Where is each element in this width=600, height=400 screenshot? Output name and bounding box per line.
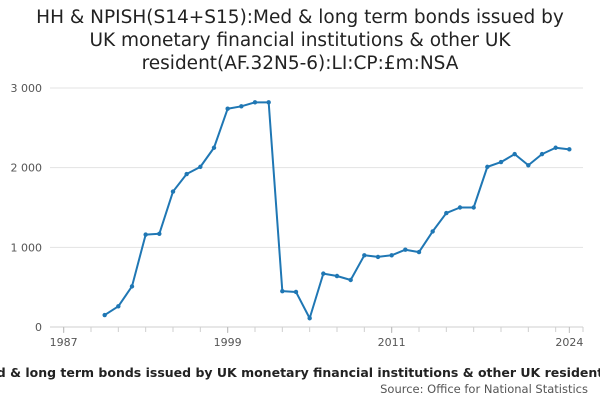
source-credit: Source: Office for National Statistics (380, 382, 588, 396)
data-point (498, 159, 504, 165)
chart-title: HH & NPISH(S14+S15):Med & long term bond… (36, 7, 564, 74)
data-point (321, 271, 326, 276)
data-point (198, 164, 203, 170)
data-point (252, 100, 258, 105)
y-tick-label: 0 (35, 321, 42, 334)
data-point (334, 273, 340, 279)
x-tick-label: 2024 (555, 336, 583, 349)
data-point (553, 145, 558, 150)
series-points (102, 100, 572, 321)
data-point (184, 171, 189, 177)
data-point (444, 210, 449, 216)
data-point (457, 205, 463, 210)
data-point (389, 253, 394, 258)
data-point (157, 231, 162, 236)
y-tick-label: 3 000 (11, 82, 43, 95)
data-point (307, 316, 312, 321)
data-point (280, 288, 285, 294)
data-point (225, 106, 230, 111)
grid-lines (50, 87, 583, 248)
data-point (211, 145, 217, 150)
data-point (239, 104, 244, 109)
x-tick-label: 1999 (214, 336, 242, 349)
data-point (485, 164, 490, 170)
data-point (526, 163, 531, 168)
data-point (567, 147, 572, 152)
series-line (103, 101, 571, 320)
legend: HH & NPISH(S14+S15):Med & long term bond… (0, 365, 600, 383)
data-point (362, 253, 367, 258)
data-point (430, 229, 435, 234)
data-point (375, 254, 381, 260)
data-point (293, 289, 299, 295)
y-tick-label: 1 000 (11, 241, 43, 254)
data-point (403, 247, 408, 252)
data-point (116, 304, 121, 309)
y-tick-label: 2 000 (11, 162, 43, 175)
data-point (348, 277, 353, 283)
legend-label: HH & NPISH(S14+S15):Med & long term bond… (0, 365, 600, 380)
axes: 0 1 000 2 000 3 000 1987 1999 2011 2024 (11, 82, 584, 349)
data-point (471, 205, 476, 210)
x-tick-label: 2011 (378, 336, 406, 349)
x-tick-label: 1987 (50, 336, 78, 349)
data-point (102, 312, 107, 318)
data-point (512, 151, 517, 157)
data-point (539, 151, 545, 157)
series-lines (103, 101, 571, 320)
data-point (266, 100, 271, 105)
data-point (143, 232, 148, 237)
data-point (416, 249, 422, 255)
data-point (129, 284, 135, 289)
data-point (170, 189, 176, 194)
